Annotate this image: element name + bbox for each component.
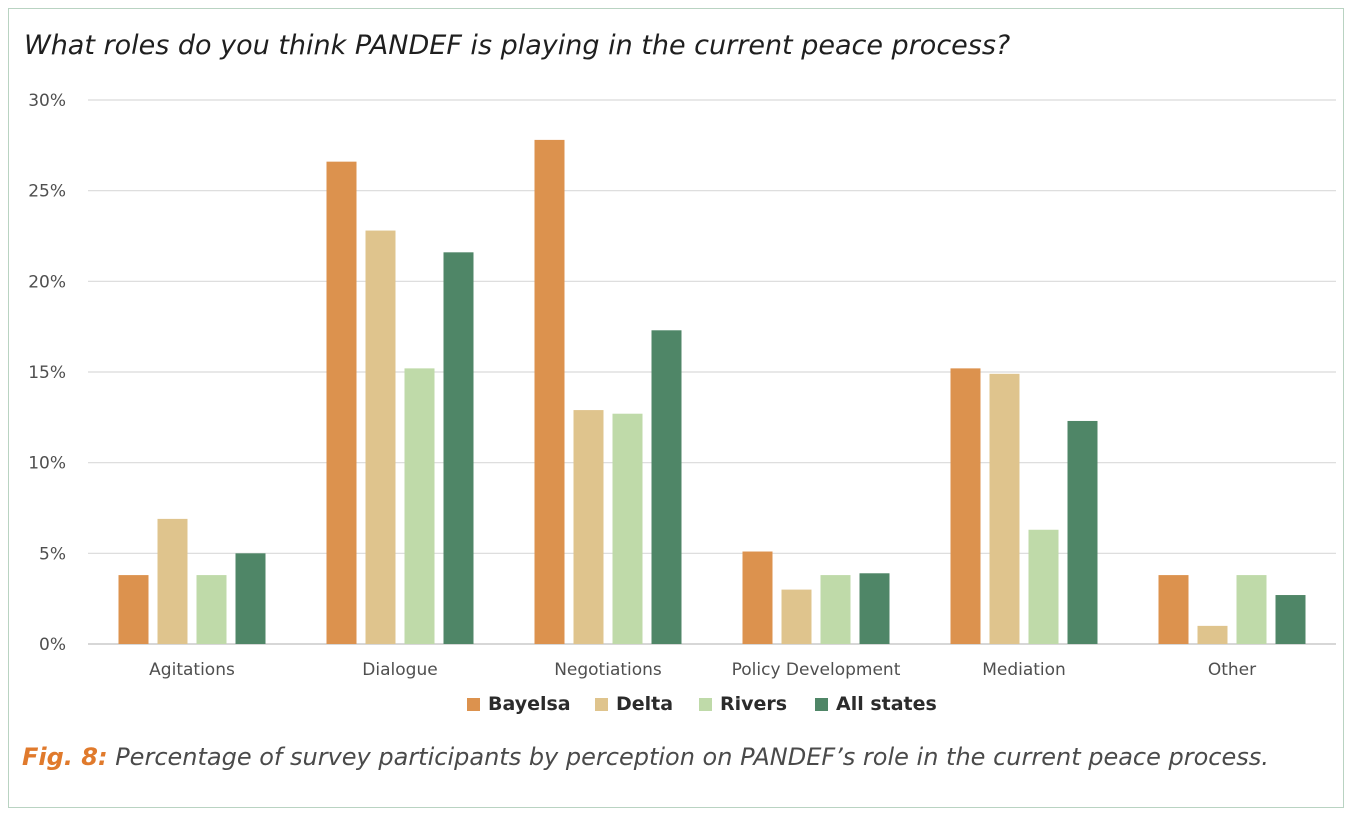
bar-chart: 0% 5% 10% 15% 20% 25% 30% Agitations Dialogue Neg… <box>28 91 1336 715</box>
bar-bayelsa <box>950 368 981 644</box>
bar-bayelsa <box>118 575 149 644</box>
bar-all-states <box>443 252 474 644</box>
x-category-label: Mediation <box>982 660 1066 680</box>
bar-bayelsa <box>534 139 565 645</box>
y-tick-label: 25% <box>28 182 66 202</box>
bar-rivers <box>612 413 643 644</box>
bar-delta <box>573 410 604 644</box>
bar-rivers <box>1028 529 1059 644</box>
legend-label: Rivers <box>720 693 787 715</box>
bar-delta <box>1197 625 1228 644</box>
y-tick-label: 0% <box>39 635 66 655</box>
bar-all-states <box>651 330 682 644</box>
bar-rivers <box>196 575 227 644</box>
figure-frame <box>8 8 1344 808</box>
legend-label: All states <box>836 693 937 715</box>
x-category-label: Agitations <box>149 660 235 680</box>
x-category-label: Policy Development <box>732 660 901 680</box>
bar-all-states <box>235 553 266 644</box>
x-category-label: Other <box>1208 660 1256 680</box>
x-category-label: Dialogue <box>362 660 437 680</box>
bar-delta <box>365 230 396 644</box>
y-tick-label: 10% <box>28 454 66 474</box>
legend-swatch <box>467 698 480 711</box>
bar-all-states <box>1275 595 1306 644</box>
caption-text: Percentage of survey participants by per… <box>107 743 1269 771</box>
legend-label: Delta <box>616 693 673 715</box>
y-tick-label: 20% <box>28 272 66 292</box>
bar-bayelsa <box>326 161 357 645</box>
bar-rivers <box>404 368 435 644</box>
figure-label: Fig. 8: <box>22 743 108 771</box>
bar-rivers <box>1236 575 1267 644</box>
bar-all-states <box>1067 420 1098 644</box>
bar-delta <box>989 373 1020 644</box>
bar-delta <box>781 589 812 644</box>
x-category-label: Negotiations <box>554 660 662 680</box>
legend-label: Bayelsa <box>488 693 571 715</box>
y-tick-label: 30% <box>28 91 66 111</box>
y-tick-label: 5% <box>39 544 66 564</box>
bar-bayelsa <box>742 551 773 644</box>
bar-bayelsa <box>1158 575 1189 644</box>
y-tick-label: 15% <box>28 363 66 383</box>
legend-swatch <box>699 698 712 711</box>
bar-rivers <box>820 575 851 644</box>
bar-all-states <box>859 573 890 644</box>
chart-title: What roles do you think PANDEF is playin… <box>24 30 1011 61</box>
bar-delta <box>157 518 188 644</box>
figure-caption: Fig. 8: Percentage of survey participant… <box>22 740 1322 774</box>
legend-swatch <box>815 698 828 711</box>
legend-swatch <box>595 698 608 711</box>
